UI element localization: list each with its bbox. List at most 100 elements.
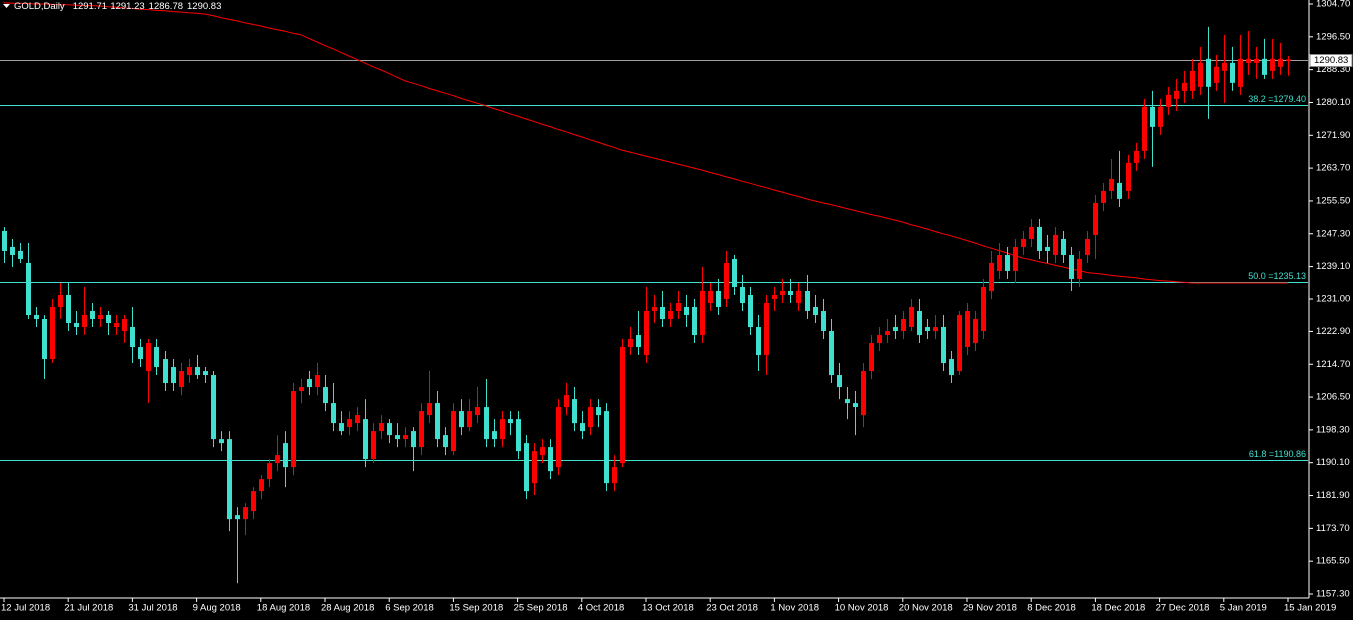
candle-body <box>676 303 681 312</box>
candle-body <box>323 387 328 404</box>
candle-body <box>684 307 689 316</box>
candle-body <box>572 399 577 424</box>
candle-body <box>195 367 200 376</box>
candle-body <box>756 327 761 356</box>
candle-body <box>492 431 497 440</box>
candle-body <box>411 431 416 448</box>
fib-label: 61.8 =1190.86 <box>1249 449 1306 459</box>
chart-header: GOLD,Daily 1291.71 1291.23 1286.78 1290.83 <box>14 1 221 12</box>
candle-body <box>90 311 95 320</box>
candle-body <box>403 435 408 440</box>
candle-body <box>692 307 697 336</box>
candle-body <box>524 443 529 492</box>
candle-body <box>1190 70 1195 91</box>
candle-body <box>885 331 890 336</box>
candle-body <box>780 290 785 295</box>
x-tick-label: 28 Aug 2018 <box>321 603 374 614</box>
candle-body <box>813 307 818 316</box>
x-tick-label: 1 Nov 2018 <box>770 603 819 614</box>
header-value: 1291.71 <box>73 1 107 12</box>
candle-body <box>764 303 769 356</box>
candle-body <box>516 419 521 452</box>
candle-body <box>1101 190 1106 203</box>
candle-body <box>612 467 617 484</box>
y-tick-label: 1239.10 <box>1316 261 1350 272</box>
candle-body <box>227 439 232 520</box>
candle-body <box>1150 106 1155 127</box>
header-value: 1286.78 <box>149 1 183 12</box>
candle-body <box>435 403 440 440</box>
candle-body <box>50 307 55 360</box>
candle-body <box>837 375 842 388</box>
candle-body <box>1166 94 1171 107</box>
candle-body <box>628 339 633 348</box>
x-tick-label: 15 Sep 2018 <box>449 603 503 614</box>
candle-body <box>146 343 151 372</box>
candle-body <box>171 367 176 384</box>
candle-body <box>34 315 39 320</box>
x-tick-label: 6 Sep 2018 <box>385 603 434 614</box>
price-tag-label: 1290.83 <box>1314 55 1348 66</box>
x-tick-label: 18 Aug 2018 <box>257 603 310 614</box>
candle-body <box>1117 182 1122 199</box>
candle-body <box>668 311 673 320</box>
x-tick-label: 21 Jul 2018 <box>64 603 113 614</box>
y-tick-label: 1165.50 <box>1316 556 1350 567</box>
candle-body <box>1061 238 1066 255</box>
y-tick-label: 1231.00 <box>1316 294 1350 305</box>
x-tick-label: 29 Nov 2018 <box>963 603 1017 614</box>
candle-body <box>893 327 898 332</box>
candle-body <box>500 419 505 440</box>
candle-body <box>580 423 585 432</box>
y-tick-label: 1271.90 <box>1316 130 1350 141</box>
candle-body <box>556 407 561 468</box>
candle-body <box>1230 62 1235 83</box>
y-tick-label: 1157.30 <box>1316 589 1350 600</box>
candle-body <box>259 479 264 492</box>
candle-body <box>829 331 834 376</box>
candle-body <box>283 443 288 468</box>
x-tick-label: 31 Jul 2018 <box>128 603 177 614</box>
header-value: 1290.83 <box>187 1 221 12</box>
fib-label: 50.0 =1235.13 <box>1248 271 1306 281</box>
candle-body <box>957 315 962 372</box>
menu-triangle <box>3 4 10 8</box>
candle-body <box>1109 178 1114 191</box>
candle-body <box>652 307 657 312</box>
candle-body <box>901 319 906 332</box>
x-tick-label: 18 Dec 2018 <box>1091 603 1145 614</box>
candle-body <box>1085 238 1090 255</box>
candle-body <box>363 419 368 460</box>
candle-body <box>187 367 192 376</box>
x-tick-label: 13 Oct 2018 <box>642 603 694 614</box>
candle-body <box>459 411 464 428</box>
candle-body <box>154 347 159 368</box>
candle-body <box>371 431 376 460</box>
x-tick-label: 23 Oct 2018 <box>706 603 758 614</box>
y-tick-label: 1222.90 <box>1316 326 1350 337</box>
candle-body <box>1270 58 1275 71</box>
candle-body <box>299 387 304 392</box>
candle-body <box>475 407 480 416</box>
candle-body <box>1182 82 1187 91</box>
fib-label: 38.2 =1279.40 <box>1248 94 1306 104</box>
candle-body <box>1077 258 1082 279</box>
y-tick-label: 1181.90 <box>1316 490 1350 501</box>
x-tick-label: 25 Sep 2018 <box>514 603 568 614</box>
candle-body <box>243 507 248 520</box>
candle-body <box>877 335 882 344</box>
candle-body <box>564 395 569 408</box>
candle-body <box>821 311 826 332</box>
candle-body <box>251 491 256 512</box>
candle-body <box>973 319 978 344</box>
candle-body <box>989 262 994 291</box>
candle-body <box>716 290 721 308</box>
candle-body <box>1005 254 1010 271</box>
candle-body <box>1126 162 1131 191</box>
candle-body <box>42 319 47 360</box>
x-tick-label: 9 Aug 2018 <box>193 603 241 614</box>
candle-body <box>443 435 448 448</box>
candle-body <box>748 294 753 328</box>
candle-body <box>1021 238 1026 247</box>
